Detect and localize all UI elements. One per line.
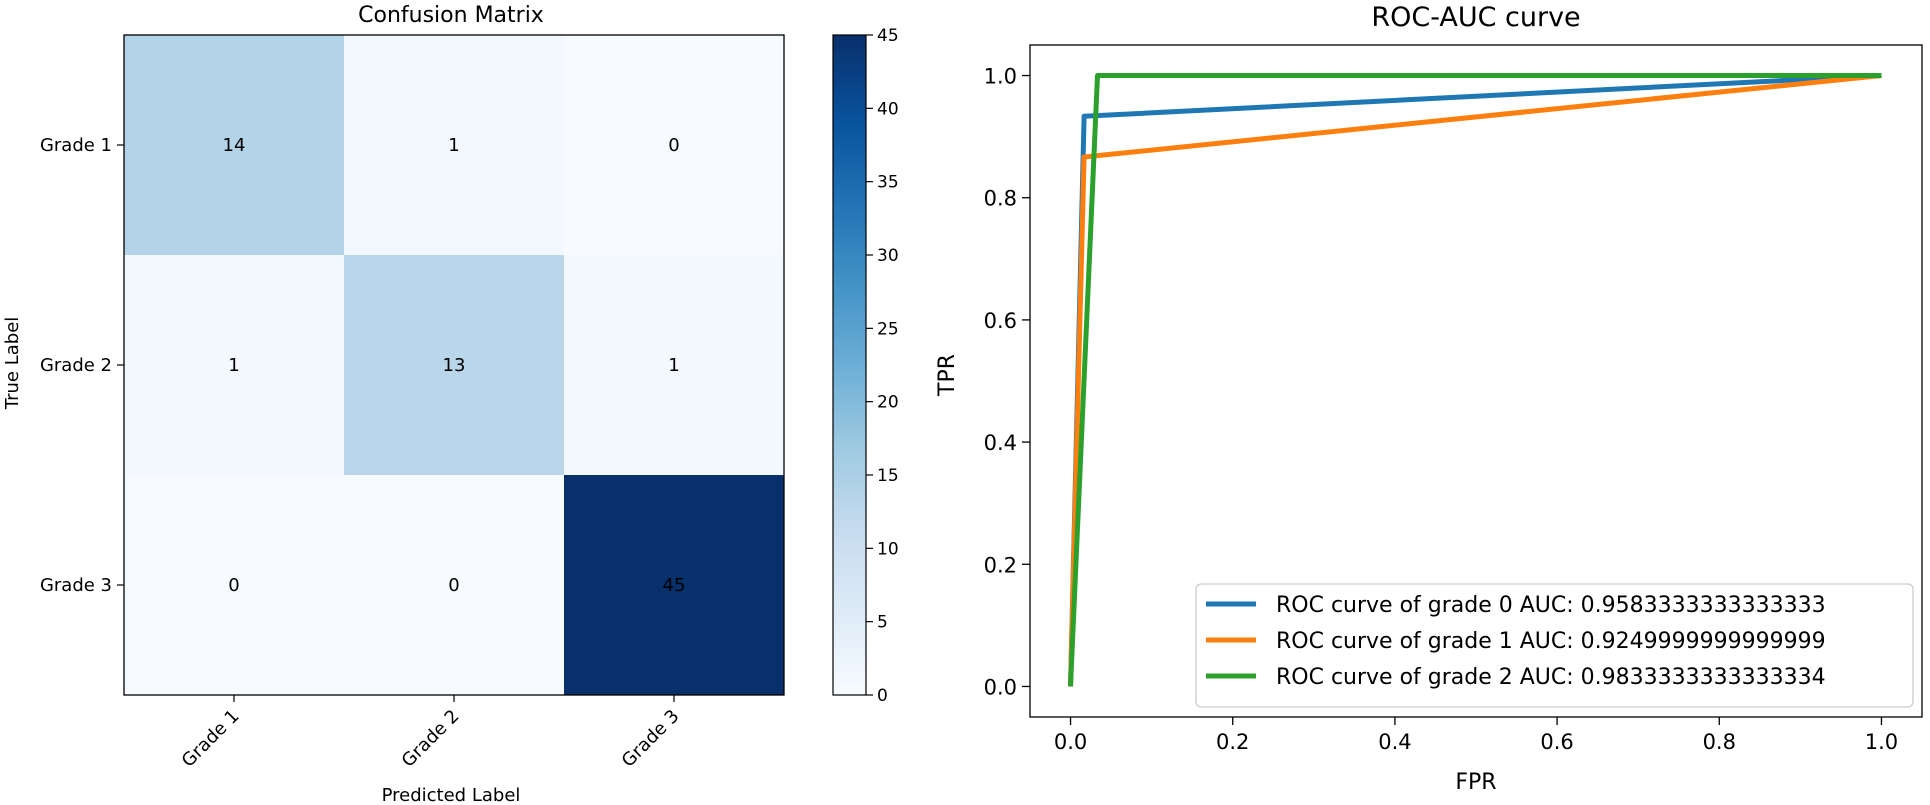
cm-ytick-label: Grade 3 [40, 575, 112, 596]
cm-cell-value: 1 [448, 135, 459, 156]
roc-xlabel: FPR [1455, 770, 1496, 795]
cm-cell [344, 475, 565, 696]
colorbar-tick-label: 15 [877, 466, 899, 486]
roc-title: ROC-AUC curve [1371, 2, 1580, 33]
roc-ytick-label: 0.4 [984, 431, 1017, 455]
cm-cell-value: 0 [448, 575, 459, 596]
roc-ytick-label: 0.8 [984, 187, 1017, 211]
roc-xtick-label: 1.0 [1865, 730, 1898, 754]
cm-xtick-label: Grade 3 [618, 706, 684, 772]
colorbar-tick-label: 0 [877, 686, 888, 706]
colorbar-tick-label: 45 [877, 26, 899, 46]
roc-series-line-2 [1068, 73, 1882, 687]
cm-cell [124, 255, 345, 476]
roc-xtick-label: 0.8 [1703, 730, 1736, 754]
cm-cell [564, 475, 785, 696]
cm-cell-value: 45 [663, 575, 686, 596]
cm-cell [344, 255, 565, 476]
colorbar-tick-label: 25 [877, 319, 899, 339]
cm-cell-value: 1 [228, 355, 239, 376]
colorbar-tick-label: 40 [877, 99, 899, 119]
roc-legend: ROC curve of grade 0 AUC: 0.958333333333… [1195, 583, 1914, 708]
cm-cell-value: 1 [668, 355, 679, 376]
colorbar-tick-label: 30 [877, 246, 899, 266]
cm-cell-value: 14 [223, 135, 246, 156]
cm-ytick-label: Grade 1 [40, 135, 112, 156]
roc-legend-label: ROC curve of grade 0 AUC: 0.958333333333… [1276, 593, 1826, 618]
roc-ylabel: TPR [935, 354, 960, 397]
roc-ytick-label: 0.0 [984, 675, 1017, 699]
confusion-matrix-ylabel: True Label [2, 317, 23, 411]
colorbar-tick-label: 10 [877, 539, 899, 559]
cm-cell [124, 35, 345, 256]
cm-ytick-label: Grade 2 [40, 355, 112, 376]
cm-cell [564, 35, 785, 256]
roc-frame [1029, 44, 1923, 718]
confusion-matrix-xlabel: Predicted Label [382, 785, 521, 805]
roc-panel: ROC-AUC curve 0.0 0.2 0.4 0.6 0.8 1.00.00.20.… [935, 2, 1923, 795]
roc-series [1068, 73, 1882, 687]
cm-xtick-label: Grade 2 [398, 706, 464, 772]
colorbar-tick-label: 35 [877, 173, 899, 193]
roc-legend-box [1195, 583, 1914, 708]
roc-series-line-1 [1068, 73, 1882, 687]
confusion-matrix-panel: Confusion Matrix 14 1 0 1 13 1 0 0 45 Grade 1 Gra… [2, 3, 785, 805]
roc-xtick-label: 0.2 [1216, 730, 1249, 754]
roc-ytick-label: 0.6 [984, 309, 1017, 333]
cm-cell [344, 35, 565, 256]
roc-legend-label: ROC curve of grade 2 AUC: 0.983333333333… [1276, 665, 1826, 690]
colorbar-gradient [832, 34, 867, 696]
confusion-matrix-title: Confusion Matrix [358, 3, 544, 28]
roc-ytick-label: 1.0 [984, 65, 1017, 89]
roc-xtick-label: 0.4 [1378, 730, 1411, 754]
roc-xtick-label: 0.0 [1054, 730, 1087, 754]
cm-cell-value: 0 [668, 135, 679, 156]
colorbar: 0 5 10 15 20 25 30 35 40 45 [832, 26, 899, 706]
cm-xtick-label: Grade 1 [178, 706, 244, 772]
cm-cell-value: 13 [443, 355, 466, 376]
cm-cell [564, 255, 785, 476]
confusion-matrix-cells: 14 1 0 1 13 1 0 0 45 [124, 35, 785, 696]
roc-axes: 0.0 0.2 0.4 0.6 0.8 1.0 0.0 0.2 0.4 0.6 0.8 1.0 [984, 65, 1899, 754]
colorbar-ticks: 0 5 10 15 20 25 30 35 40 45 [866, 26, 899, 706]
cm-cell [124, 475, 345, 696]
roc-xtick-label: 0.6 [1540, 730, 1573, 754]
colorbar-tick-label: 20 [877, 393, 899, 413]
colorbar-tick-label: 5 [877, 613, 888, 633]
cm-cell-value: 0 [228, 575, 239, 596]
roc-ytick-label: 0.2 [984, 553, 1017, 577]
roc-legend-label: ROC curve of grade 1 AUC: 0.924999999999… [1276, 629, 1826, 654]
